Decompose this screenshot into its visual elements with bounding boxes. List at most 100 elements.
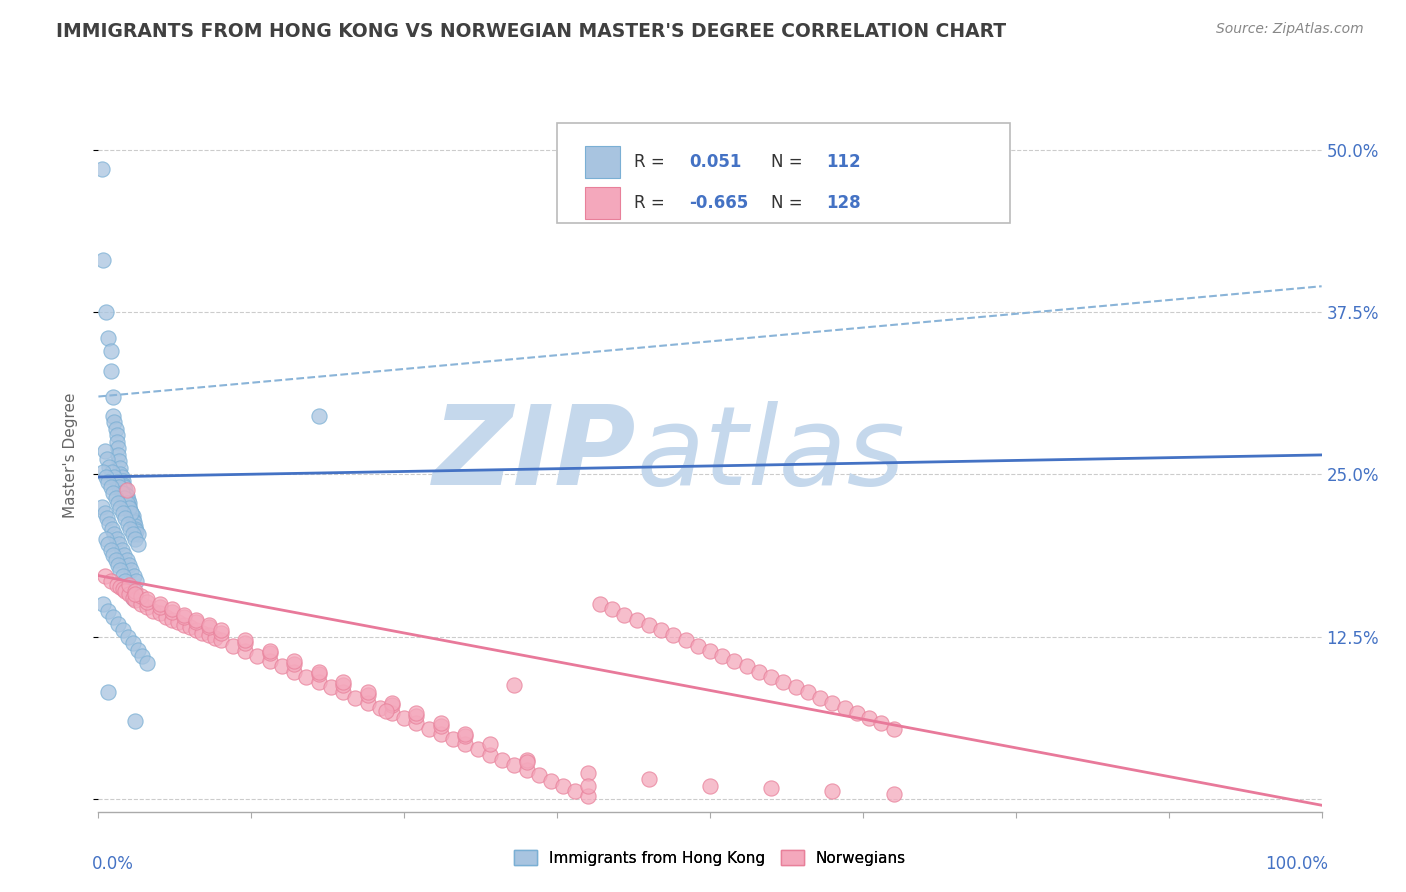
Point bbox=[308, 675, 330, 690]
Point bbox=[368, 701, 391, 715]
Point bbox=[98, 516, 121, 531]
Point bbox=[115, 483, 138, 497]
Point bbox=[332, 685, 354, 699]
Point bbox=[120, 584, 142, 599]
Point bbox=[101, 610, 124, 624]
Point bbox=[613, 607, 636, 622]
Point bbox=[467, 742, 489, 756]
Point bbox=[270, 659, 294, 673]
Point bbox=[295, 670, 318, 684]
Point bbox=[104, 422, 127, 436]
Point bbox=[111, 568, 134, 582]
Point bbox=[711, 648, 734, 663]
Point bbox=[136, 656, 159, 670]
Point bbox=[118, 500, 141, 514]
Point bbox=[127, 527, 149, 541]
Point bbox=[160, 605, 183, 619]
Text: -0.665: -0.665 bbox=[689, 194, 748, 211]
Point bbox=[356, 696, 378, 710]
Point bbox=[160, 613, 183, 627]
Point bbox=[105, 475, 128, 490]
Point bbox=[100, 344, 122, 359]
Point bbox=[91, 597, 114, 611]
Text: IMMIGRANTS FROM HONG KONG VS NORWEGIAN MASTER'S DEGREE CORRELATION CHART: IMMIGRANTS FROM HONG KONG VS NORWEGIAN M… bbox=[56, 22, 1007, 41]
Point bbox=[405, 716, 427, 731]
Point bbox=[179, 620, 201, 634]
FancyBboxPatch shape bbox=[585, 146, 620, 178]
Point bbox=[478, 737, 501, 751]
Point bbox=[405, 706, 427, 720]
Point bbox=[589, 597, 612, 611]
Point bbox=[186, 615, 208, 630]
Point bbox=[638, 772, 661, 787]
Point bbox=[191, 625, 214, 640]
Point bbox=[97, 475, 120, 490]
Point bbox=[107, 448, 129, 462]
FancyBboxPatch shape bbox=[557, 123, 1010, 223]
Point bbox=[93, 506, 115, 520]
Point bbox=[845, 706, 868, 720]
Point bbox=[105, 434, 128, 449]
Text: N =: N = bbox=[772, 153, 808, 171]
Point bbox=[186, 623, 208, 637]
Point bbox=[108, 537, 131, 551]
Point bbox=[103, 416, 125, 430]
Point bbox=[94, 470, 117, 484]
Point bbox=[96, 511, 118, 525]
Point bbox=[283, 657, 305, 671]
Point bbox=[142, 604, 165, 618]
Point bbox=[97, 537, 120, 551]
Point bbox=[356, 685, 378, 699]
Point bbox=[125, 574, 148, 588]
Point bbox=[576, 765, 599, 780]
Point bbox=[883, 787, 905, 801]
Point bbox=[662, 628, 685, 642]
Point bbox=[118, 501, 141, 516]
Point bbox=[105, 533, 128, 547]
Point bbox=[173, 607, 195, 622]
Point bbox=[91, 465, 114, 479]
Point bbox=[821, 696, 844, 710]
Point bbox=[94, 533, 117, 547]
Point bbox=[110, 563, 132, 577]
Point bbox=[699, 644, 721, 658]
Point bbox=[91, 500, 114, 514]
Point bbox=[374, 704, 396, 718]
Point bbox=[118, 577, 141, 591]
Point bbox=[308, 409, 330, 423]
Point bbox=[93, 568, 115, 582]
Point bbox=[124, 593, 146, 607]
Point bbox=[114, 584, 136, 599]
Point bbox=[105, 428, 128, 442]
Point bbox=[246, 648, 269, 663]
Text: 112: 112 bbox=[827, 153, 860, 171]
Point bbox=[117, 516, 139, 531]
Point bbox=[115, 490, 138, 504]
Point bbox=[308, 667, 330, 681]
Point bbox=[430, 716, 453, 731]
Point bbox=[121, 513, 143, 527]
Point bbox=[392, 711, 416, 725]
Point bbox=[100, 542, 122, 557]
Point bbox=[209, 625, 232, 640]
Text: R =: R = bbox=[634, 194, 671, 211]
Point bbox=[233, 633, 256, 648]
Point bbox=[111, 582, 134, 596]
Point bbox=[120, 563, 142, 577]
Point bbox=[723, 654, 745, 668]
Point bbox=[283, 665, 305, 679]
Text: R =: R = bbox=[634, 153, 671, 171]
Point bbox=[100, 363, 122, 377]
Point bbox=[100, 480, 122, 494]
Point bbox=[129, 590, 152, 604]
Point bbox=[115, 496, 138, 510]
Point bbox=[118, 587, 141, 601]
Point bbox=[120, 506, 142, 520]
Point bbox=[111, 477, 134, 491]
Point bbox=[101, 485, 124, 500]
Point bbox=[127, 642, 149, 657]
Point bbox=[111, 542, 134, 557]
Point bbox=[186, 613, 208, 627]
Point bbox=[204, 631, 226, 645]
Point bbox=[332, 675, 354, 690]
